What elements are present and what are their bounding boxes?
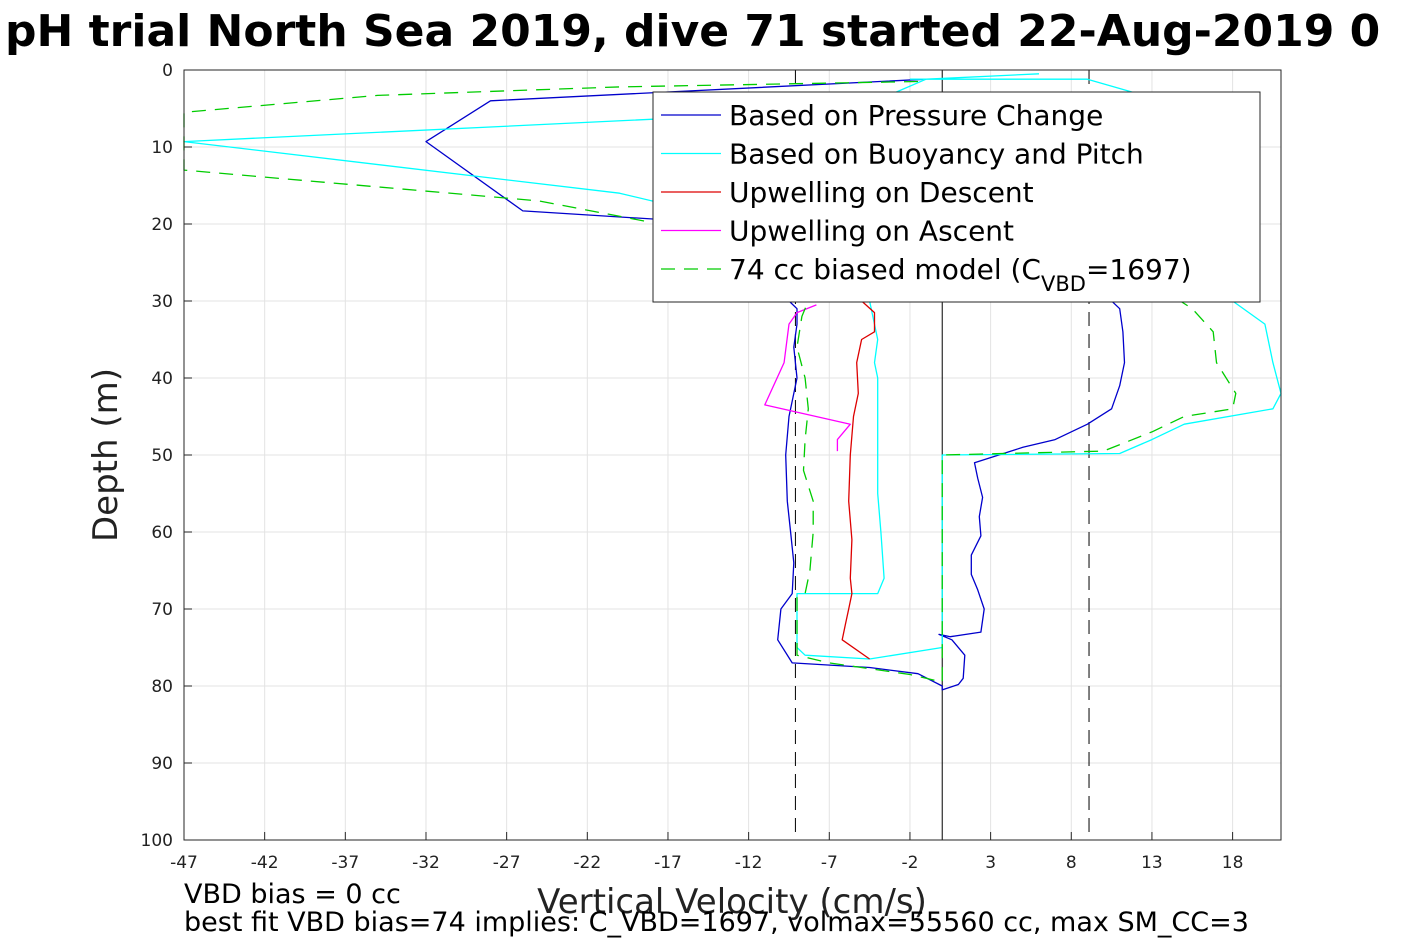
x-axis-label: Vertical Velocity (cm/s) (537, 882, 927, 922)
y-tick-label: 70 (151, 600, 173, 620)
y-tick-label: 80 (151, 677, 173, 697)
x-tick-label: 13 (1141, 853, 1163, 873)
y-tick-label: 60 (151, 523, 173, 543)
legend-box (652, 91, 1261, 303)
series-line-3 (841, 300, 876, 660)
x-tick-label: -17 (654, 853, 682, 873)
series-line-4 (764, 304, 851, 452)
legend-entry: Upwelling on Ascent (729, 215, 1014, 248)
legend-entry: Based on Pressure Change (729, 99, 1103, 132)
legend-subscript: VBD (1041, 272, 1086, 296)
y-tick-label: 20 (151, 215, 173, 235)
y-tick-label: 0 (162, 61, 173, 81)
legend-tail: =1697) (1086, 253, 1192, 286)
legend: Based on Pressure Change Based on Buoyanc… (652, 91, 1261, 303)
x-axis-ticks: -47 -42 -37 -32 -27 -22 -17 -12 -7 -2 3 8 13 18 (170, 832, 1243, 873)
x-tick-label: 18 (1222, 853, 1244, 873)
x-tick-label: -2 (901, 853, 918, 873)
y-tick-label: 10 (151, 138, 173, 158)
series-line-1 (425, 78, 1126, 691)
y-axis-label: Depth (m) (86, 368, 126, 542)
x-tick-label: -27 (493, 853, 521, 873)
x-tick-label: 8 (1066, 853, 1077, 873)
y-tick-label: 40 (151, 369, 173, 389)
y-tick-label: 90 (151, 754, 173, 774)
y-tick-label: 100 (141, 831, 173, 851)
x-tick-label: 3 (985, 853, 996, 873)
y-tick-label: 50 (151, 446, 173, 466)
y-axis-ticks: 0 10 20 30 40 50 60 70 80 90 100 (141, 61, 192, 851)
x-tick-label: -7 (821, 853, 838, 873)
legend-entry: Upwelling on Descent (729, 176, 1034, 209)
x-tick-label: -42 (251, 853, 279, 873)
x-tick-label: -32 (412, 853, 440, 873)
chart-title: pH trial North Sea 2019, dive 71 started… (5, 6, 1380, 57)
footer-vbd-bias: VBD bias = 0 cc (184, 879, 401, 910)
y-tick-label: 30 (151, 292, 173, 312)
x-tick-label: -12 (735, 853, 763, 873)
legend-entry: Based on Buoyancy and Pitch (729, 138, 1144, 171)
x-tick-label: -37 (331, 853, 359, 873)
x-tick-label: -47 (170, 853, 198, 873)
x-tick-label: -22 (573, 853, 601, 873)
footer-best-fit: best fit VBD bias=74 implies: C_VBD=1697… (184, 907, 1249, 938)
